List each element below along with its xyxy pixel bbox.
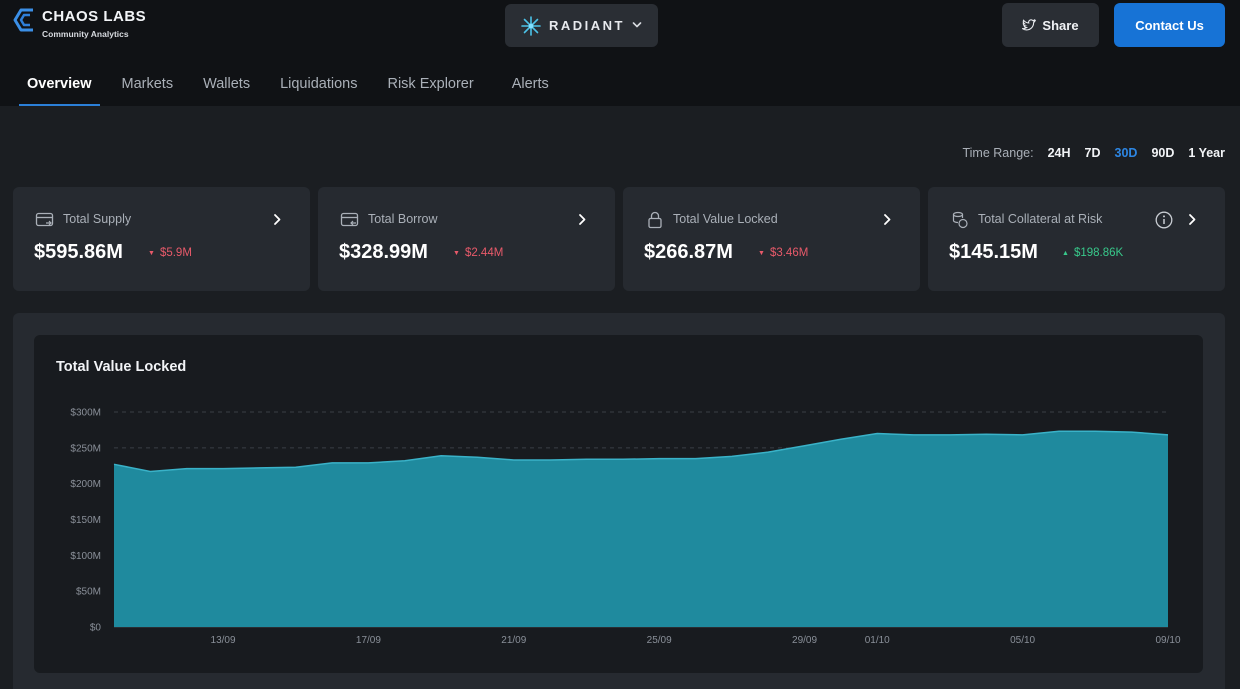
chevron-right-icon[interactable] [1188,213,1197,226]
stat-card-total-borrow[interactable]: Total Borrow $328.99M ▼ $2.44M [318,187,615,291]
tvl-chart-card: Total Value Locked $0 $50M $100M $150M $200M… [34,335,1203,673]
stat-delta-value: $5.9M [159,247,192,259]
brand-subtitle: Community Analytics [42,29,129,39]
range-option-7d[interactable]: 7D [1084,146,1101,160]
tab-liquidations[interactable]: Liquidations [280,76,358,92]
y-tick-label: $150M [70,515,101,526]
y-tick-label: $250M [70,443,101,454]
range-option-30d[interactable]: 30D [1114,146,1138,160]
radiant-star-icon [521,15,541,36]
y-tick-label: $300M [70,408,101,419]
top-header: CHAOS LABS Community Analytics RADIANT S… [0,0,1240,106]
stat-value: $266.87M [644,241,733,263]
main-nav: Overview Markets Wallets Liquidations Ri… [19,66,571,106]
stat-card-total-supply[interactable]: Total Supply $595.86M ▼ $5.9M [13,187,310,291]
x-tick-label: 25/09 [647,635,672,646]
tvl-line [113,430,1169,473]
stat-label: Total Collateral at Risk [978,212,1103,226]
y-tick-label: $0 [90,623,102,634]
protocol-selector[interactable]: RADIANT [505,4,658,47]
tab-risk-explorer[interactable]: Risk Explorer [387,76,474,92]
share-label: Share [1042,17,1079,33]
x-tick-label: 29/09 [792,635,817,646]
x-tick-label: 21/09 [501,635,526,646]
stat-delta-value: $3.46M [769,247,809,259]
coins-icon [952,211,968,229]
x-tick-label: 05/10 [1010,635,1035,646]
tab-wallets[interactable]: Wallets [203,76,251,92]
chevron-down-icon [632,22,642,28]
chevron-right-icon[interactable] [273,213,282,226]
range-option-1-year[interactable]: 1 Year [1188,146,1225,160]
tab-overview[interactable]: Overview [19,66,100,106]
lock-icon [648,211,662,229]
range-option-24h[interactable]: 24H [1047,146,1071,160]
chart-title: Total Value Locked [56,359,187,375]
stat-delta: ▲ $198.86K [1062,247,1123,259]
up-arrow-icon: ▲ [1062,249,1069,257]
x-tick-label: 01/10 [865,635,890,646]
stat-delta: ▼ $3.46M [758,247,808,259]
down-arrow-icon: ▼ [758,249,765,257]
x-tick-label: 09/10 [1155,635,1180,646]
stat-card-total-value-locked[interactable]: Total Value Locked $266.87M ▼ $3.46M [623,187,920,291]
chevron-right-icon[interactable] [578,213,587,226]
down-arrow-icon: ▼ [453,249,460,257]
stat-delta: ▼ $5.9M [148,247,192,259]
supply-card-icon [35,212,54,227]
tab-alerts[interactable]: Alerts [511,76,549,92]
y-tick-label: $50M [76,587,101,598]
range-option-90d[interactable]: 90D [1151,146,1175,160]
stat-value: $328.99M [339,241,428,263]
share-button[interactable]: Share [1002,3,1099,47]
stat-value: $595.86M [34,241,123,263]
tab-markets[interactable]: Markets [121,76,174,92]
stat-delta: ▼ $2.44M [453,247,503,259]
stat-label: Total Borrow [368,212,438,226]
stat-label: Total Value Locked [673,212,778,226]
x-tick-label: 17/09 [356,635,381,646]
brand-logo[interactable]: CHAOS LABS Community Analytics [13,7,146,39]
stat-delta-value: $2.44M [464,247,504,259]
down-arrow-icon: ▼ [148,249,155,257]
twitter-icon [1022,18,1037,31]
tvl-area [114,431,1168,627]
chevron-right-icon[interactable] [883,213,892,226]
y-tick-label: $100M [70,551,101,562]
y-tick-label: $200M [70,479,101,490]
time-range-selector: Time Range: 24H 7D 30D 90D 1 Year [962,146,1225,160]
stat-label: Total Supply [63,212,132,226]
tvl-area-chart[interactable]: $0 $50M $100M $150M $200M $250M $300M 13/09 17/… [34,335,1203,673]
protocol-name: RADIANT [549,18,625,33]
stat-delta-value: $198.86K [1073,247,1124,259]
stat-value: $145.15M [949,241,1038,263]
contact-us-button[interactable]: Contact Us [1114,3,1225,47]
stat-card-total-collateral-at-risk[interactable]: Total Collateral at Risk $145.15M ▲ $198… [928,187,1225,291]
info-icon[interactable] [1155,211,1173,229]
time-range-label: Time Range: [962,146,1034,160]
x-tick-label: 13/09 [211,635,236,646]
chaos-labs-logo-icon [13,8,33,32]
brand-title: CHAOS LABS [42,8,147,25]
borrow-card-icon [340,212,359,227]
